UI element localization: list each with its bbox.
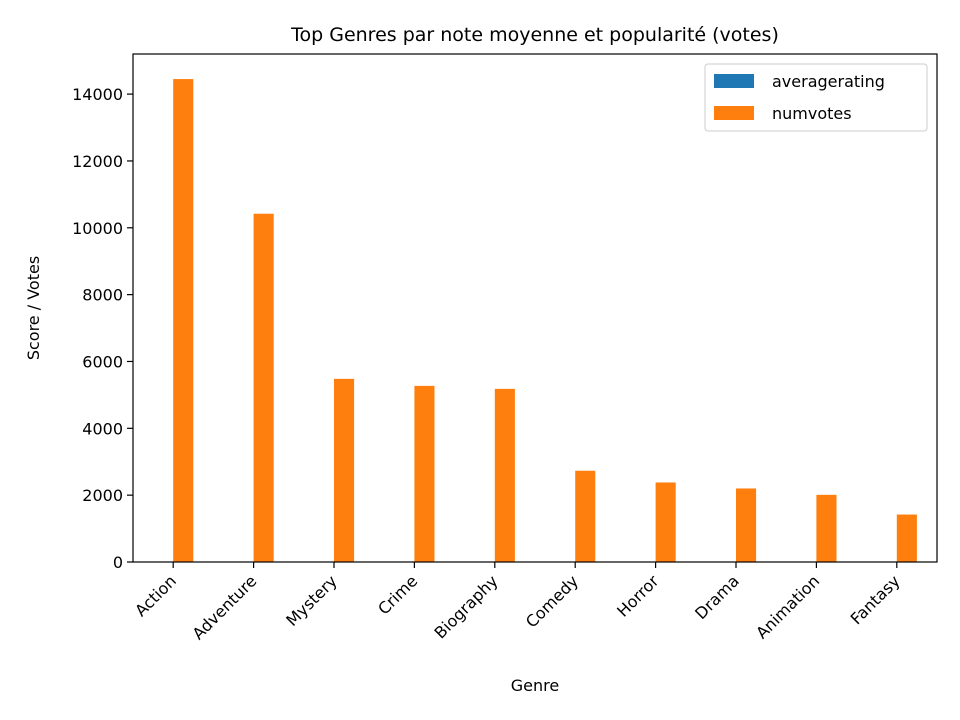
legend: averagerating numvotes [704,63,928,132]
bar-numvotes-action [173,79,194,562]
y-axis-title: Score / Votes [24,256,43,360]
plot-frame [132,53,938,563]
x-axis-title: Genre [511,676,559,695]
bars [153,79,917,562]
bar-numvotes-biography [494,388,515,562]
bar-numvotes-comedy [575,470,596,562]
bar-numvotes-fantasy [896,514,917,562]
legend-label-averagerating: averagerating [772,72,885,91]
chart-title: Top Genres par note moyenne et popularit… [290,24,779,46]
legend-frame [704,63,928,132]
bar-numvotes-drama [736,488,757,562]
y-tick-label: 10000 [72,219,123,238]
y-axis: 0 2000 4000 6000 8000 10000 12000 14000 [72,85,133,572]
y-tick-label: 12000 [72,152,123,171]
bar-numvotes-adventure [253,213,274,562]
y-tick-label: 0 [113,553,123,572]
y-tick-label: 8000 [82,286,123,305]
bar-numvotes-crime [414,385,435,562]
legend-label-numvotes: numvotes [772,104,852,123]
bar-numvotes-horror [655,482,676,562]
bar-numvotes-animation [816,494,837,562]
y-tick-label: 4000 [82,419,123,438]
bar-numvotes-mystery [334,378,355,562]
y-tick-label: 14000 [72,85,123,104]
legend-swatch-averagerating [714,74,754,88]
y-tick-label: 6000 [82,352,123,371]
legend-swatch-numvotes [714,106,754,120]
y-tick-label: 2000 [82,486,123,505]
